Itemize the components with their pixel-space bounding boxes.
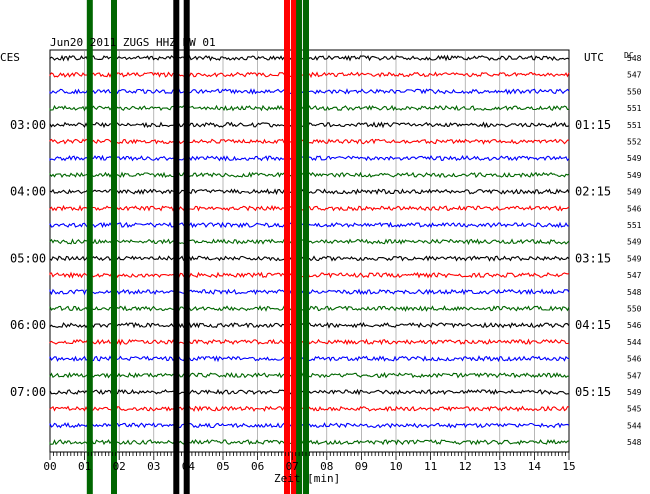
- dc-value-label: 547: [627, 371, 642, 380]
- event-band: [183, 0, 190, 494]
- trace-line: [49, 338, 570, 346]
- x-tick-label: 00: [43, 460, 56, 473]
- chart-title: Jun20 2011 ZUGS HHZ BW 01: [50, 36, 216, 49]
- trace-line: [49, 422, 570, 429]
- left-time-label: 05:00: [10, 251, 46, 265]
- label-group: Jun20 2011 ZUGS HHZ BW 01 CES UTC DC Zei…: [0, 36, 642, 485]
- dc-value-label: 547: [627, 271, 642, 280]
- dc-value-label: 549: [627, 154, 642, 163]
- x-tick-label: 08: [320, 460, 333, 473]
- left-time-label: 06:00: [10, 318, 46, 332]
- dc-value-label: 550: [627, 305, 642, 314]
- x-tick-label: 03: [147, 460, 160, 473]
- trace-line: [49, 104, 569, 112]
- right-time-label: 01:15: [575, 118, 611, 132]
- trace-line: [49, 388, 570, 396]
- event-band: [303, 0, 309, 494]
- trace-line: [49, 371, 569, 379]
- left-time-label: 03:00: [10, 118, 46, 132]
- x-tick-label: 13: [493, 460, 506, 473]
- dc-value-label: 549: [627, 238, 642, 247]
- trace-line: [49, 355, 570, 363]
- left-time-label: 04:00: [10, 185, 46, 199]
- trace-line: [49, 288, 570, 296]
- dc-value-label: 544: [627, 338, 642, 347]
- event-band: [111, 0, 117, 494]
- dc-value-label: 551: [627, 121, 642, 130]
- x-axis: 00 01 02 03 04 05 06 07 08 09 10 11 12 13 14 15: [43, 452, 576, 473]
- event-band: [296, 0, 303, 494]
- x-tick-label: 10: [389, 460, 402, 473]
- trace-line: [49, 88, 570, 95]
- event-band: [173, 0, 180, 494]
- right-time-label: 02:15: [575, 185, 611, 199]
- dc-value-label: 551: [627, 104, 642, 113]
- dc-value-label: 549: [627, 388, 642, 397]
- x-tick-label: 02: [113, 460, 126, 473]
- x-axis-title: Zeit [min]: [274, 472, 340, 485]
- dc-value-label: 552: [627, 138, 642, 147]
- trace-line: [49, 271, 570, 279]
- trace-line: [49, 204, 570, 212]
- dc-value-label: 551: [627, 221, 642, 230]
- left-timezone-label: CES: [0, 51, 20, 64]
- dc-value-label: 545: [627, 405, 642, 414]
- trace-line: [49, 54, 570, 62]
- trace-line: [49, 305, 570, 313]
- trace-line: [49, 221, 570, 229]
- event-band: [284, 0, 290, 494]
- trace-group: [49, 54, 570, 446]
- right-time-label: 04:15: [575, 318, 611, 332]
- x-tick-label: 14: [528, 460, 542, 473]
- dc-value-label: 550: [627, 87, 642, 96]
- left-time-label: 07:00: [10, 385, 46, 399]
- dc-value-label: 547: [627, 71, 642, 80]
- dc-column-label: DC: [624, 51, 634, 60]
- x-tick-label: 05: [216, 460, 229, 473]
- trace-line: [49, 121, 570, 129]
- dc-value-label: 549: [627, 254, 642, 263]
- right-time-label: 03:15: [575, 251, 611, 265]
- x-tick-label: 07: [286, 460, 299, 473]
- event-band: [86, 0, 93, 494]
- dc-value-label: 548: [627, 438, 642, 447]
- trace-line: [49, 438, 570, 446]
- x-tick-label: 09: [355, 460, 368, 473]
- dc-value-label: 544: [627, 421, 642, 430]
- x-tick-label: 15: [562, 460, 575, 473]
- trace-line: [49, 71, 570, 79]
- event-band-group: [86, 0, 309, 494]
- trace-line: [49, 255, 570, 262]
- trace-line: [49, 188, 570, 196]
- trace-line: [49, 138, 570, 145]
- dc-value-label: 548: [627, 54, 642, 63]
- x-tick-label: 01: [78, 460, 91, 473]
- x-tick-label: 06: [251, 460, 264, 473]
- trace-line: [49, 321, 570, 329]
- trace-line: [49, 154, 570, 162]
- x-tick-label: 04: [182, 460, 196, 473]
- dc-value-label: 549: [627, 171, 642, 180]
- dc-value-label: 546: [627, 321, 642, 330]
- trace-line: [49, 171, 570, 179]
- x-tick-label: 11: [424, 460, 437, 473]
- trace-line: [49, 405, 570, 413]
- dc-value-label: 546: [627, 204, 642, 213]
- event-band: [290, 0, 297, 494]
- dc-value-label: 546: [627, 355, 642, 364]
- x-tick-label: 12: [459, 460, 472, 473]
- dc-value-label: 548: [627, 288, 642, 297]
- trace-line: [49, 238, 570, 246]
- right-time-label: 05:15: [575, 385, 611, 399]
- right-timezone-label: UTC: [584, 51, 604, 64]
- dc-value-label: 549: [627, 188, 642, 197]
